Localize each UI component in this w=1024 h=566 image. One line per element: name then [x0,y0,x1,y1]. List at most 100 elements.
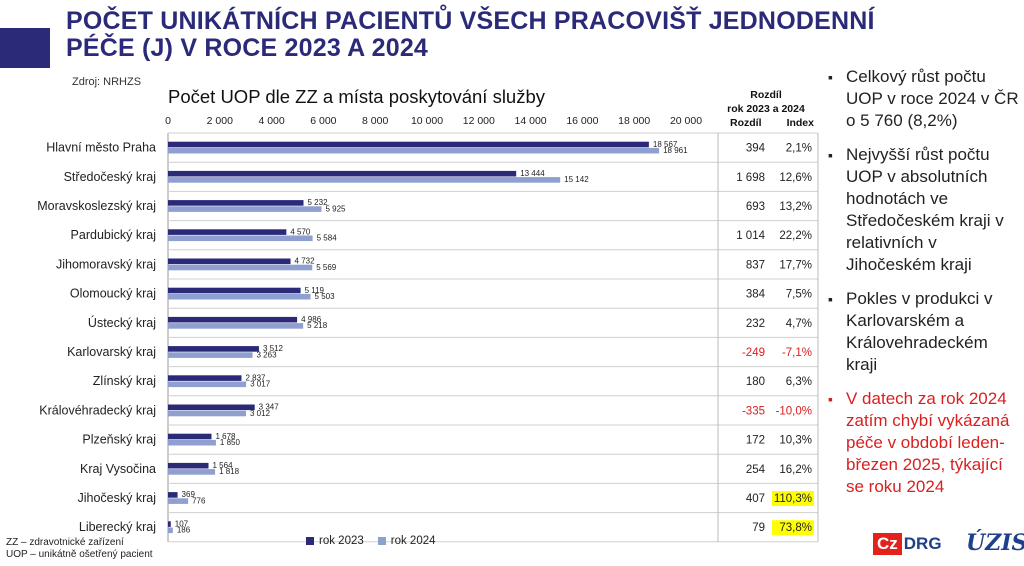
legend-item-2023: rok 2023 [306,535,364,547]
difference-abs: 407 [746,493,765,505]
bar-rok-2024 [168,235,313,242]
difference-index: 4,7% [786,318,812,330]
bar-rok-2024 [168,469,216,475]
data-label: 4 570 [290,227,311,236]
difference-index: 16,2% [779,464,812,476]
data-label: 13 444 [520,169,545,178]
category-label: Ústecký kraj [88,315,156,330]
bar-rok-2024 [168,206,322,212]
category-label: Plzeňský kraj [82,433,156,447]
legend-swatch-2024 [377,537,386,545]
legend-swatch-2023 [306,537,314,545]
bar-rok-2024 [168,147,660,154]
data-label: 776 [192,496,206,505]
data-label: 107 [175,519,189,528]
data-label: 186 [177,526,191,535]
difference-abs: 254 [746,464,766,476]
data-label: 1 850 [220,438,241,447]
x-tick-label: 0 [165,115,171,127]
data-label: 18 961 [663,146,688,155]
bar-rok-2023 [168,462,209,469]
data-label: 5 503 [315,292,336,301]
data-label: 3 347 [259,403,280,412]
data-label: 3 512 [263,344,284,353]
data-label: 5 218 [307,321,328,330]
difference-index: 110,3% [774,493,812,505]
bar-rok-2023 [168,346,259,352]
page-title: POČET UNIKÁTNÍCH PACIENTŮ VŠECH PRACOVIŠ… [66,7,875,62]
category-label: Olomoucký kraj [70,287,156,301]
difference-index: 13,2% [779,201,812,213]
difference-header: Rozdíl rok 2023 a 2024 Rozdíl Index [716,88,816,130]
data-label: 4 732 [295,257,316,266]
bullet-marker-icon: ▪ [828,291,833,307]
x-tick-label: 14 000 [515,115,547,127]
uzis-logo: ÚZIS [966,530,1024,556]
category-label: Hlavní město Praha [46,141,156,155]
x-tick-label: 12 000 [463,115,495,127]
czdrg-logo-cz: Cz [873,533,902,555]
bar-rok-2024 [168,352,253,358]
bar-rok-2023 [168,521,171,527]
bullet-text: V datech za rok 2024 zatím chybí vykázan… [846,389,1010,496]
bar-rok-2024 [168,410,247,417]
category-label: Jihomoravský kraj [56,257,156,271]
footnote-uop: UOP – unikátně ošetřený pacient [6,549,153,560]
category-label: Středočeský kraj [64,170,156,184]
difference-abs: 172 [746,435,765,447]
difference-index: 7,5% [786,289,812,301]
bullet-text: Celkový růst počtu UOP v roce 2024 v ČR … [846,67,1019,130]
title-accent-block [0,28,50,68]
data-source: Zdroj: NRHZS [72,76,142,88]
data-label: 1 818 [219,467,240,476]
data-label: 18 567 [653,140,678,149]
x-tick-label: 6 000 [310,115,336,127]
category-label: Pardubický kraj [71,228,156,242]
bullet-item: ▪ Nejvyšší růst počtu UOP v absolutních h… [826,144,1022,276]
footnote-zz: ZZ – zdravotnické zařízení [6,537,124,548]
x-tick-label: 2 000 [207,115,233,127]
difference-index: 12,6% [779,172,812,184]
data-label: 5 584 [317,234,338,243]
bar-rok-2023 [168,258,291,265]
legend-item-2024: rok 2024 [377,535,436,547]
difference-index: 73,8% [779,522,812,534]
category-label: Kraj Vysočina [80,462,156,476]
bar-rok-2024 [168,527,173,534]
data-label: 2 837 [245,373,266,382]
category-label: Karlovarský kraj [67,345,156,359]
bullet-item: ▪ Celkový růst počtu UOP v roce 2024 v ČR… [826,66,1022,132]
difference-abs: 79 [752,522,765,534]
bar-rok-2024 [168,323,304,329]
index-highlight [772,520,814,536]
bullet-marker-icon: ▪ [828,147,833,163]
difference-abs: 384 [746,289,766,301]
data-label: 15 142 [564,175,589,184]
difference-header-line2: rok 2023 a 2024 [727,103,805,115]
bullet-text: Nejvyšší růst počtu UOP v absolutních ho… [846,145,1004,274]
difference-abs: 1 014 [736,230,765,242]
bullet-list: ▪ Celkový růst počtu UOP v roce 2024 v ČR… [826,66,1022,510]
x-tick-label: 8 000 [362,115,388,127]
difference-abs: 837 [746,259,765,271]
difference-abs: 693 [746,201,765,213]
difference-abs: 232 [746,318,765,330]
abbreviation-footnote: ZZ – zdravotnické zařízení UOP – unikátn… [6,537,153,561]
bar-rok-2023 [168,433,212,440]
bar-rok-2024 [168,264,313,271]
difference-index: 17,7% [779,259,812,271]
difference-index: -7,1% [782,347,812,359]
data-label: 3 017 [250,380,271,389]
bar-rok-2023 [168,141,649,148]
category-label: Zlínský kraj [93,374,156,388]
data-label: 3 263 [257,350,278,359]
difference-abs: 394 [746,143,766,155]
bar-rok-2023 [168,492,178,498]
data-label: 1 564 [213,461,234,470]
difference-index: 2,1% [786,143,812,155]
x-tick-label: 4 000 [258,115,284,127]
category-label: Moravskoslezský kraj [37,199,156,213]
data-label: 5 232 [308,198,329,207]
difference-abs: 180 [746,376,765,388]
